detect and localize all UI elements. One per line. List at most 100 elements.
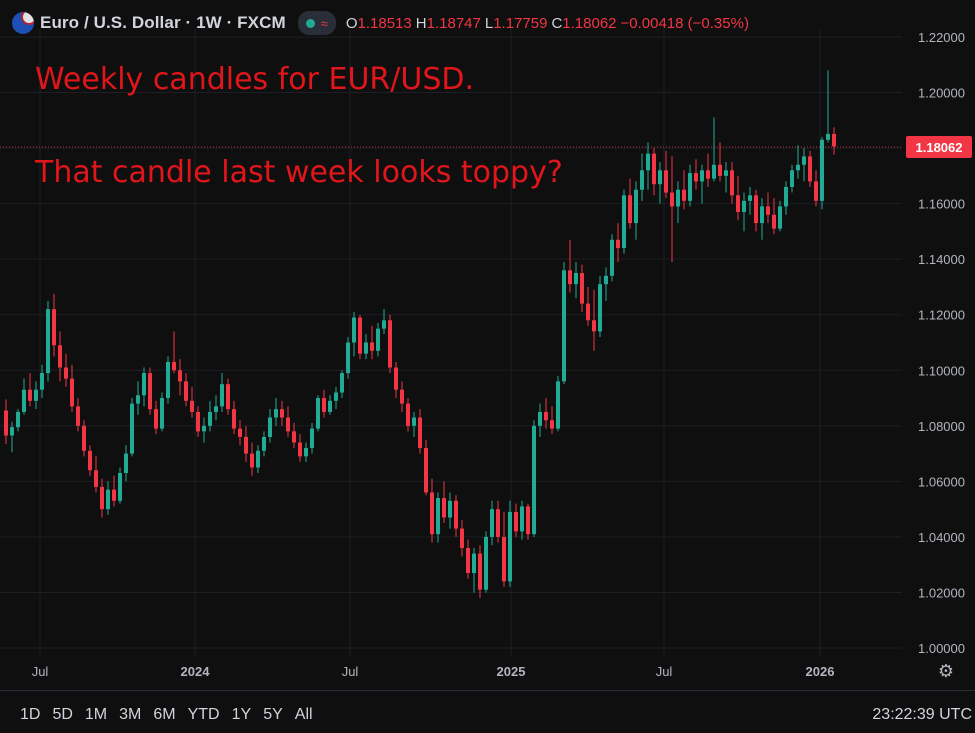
- candle[interactable]: [802, 148, 806, 182]
- candle[interactable]: [820, 136, 824, 210]
- candle[interactable]: [778, 200, 782, 232]
- candle[interactable]: [124, 445, 128, 482]
- candle[interactable]: [700, 164, 704, 204]
- range-1y[interactable]: 1Y: [231, 706, 252, 723]
- candle[interactable]: [28, 373, 32, 407]
- candle[interactable]: [376, 323, 380, 357]
- utc-clock[interactable]: 23:22:39 UTC: [872, 706, 972, 723]
- candle[interactable]: [298, 434, 302, 462]
- candle[interactable]: [352, 311, 356, 357]
- candle[interactable]: [160, 392, 164, 432]
- candle[interactable]: [316, 395, 320, 432]
- candle[interactable]: [508, 500, 512, 587]
- candle[interactable]: [256, 445, 260, 474]
- candle[interactable]: [730, 161, 734, 204]
- candle[interactable]: [310, 423, 314, 454]
- candle[interactable]: [238, 420, 242, 446]
- candle[interactable]: [394, 361, 398, 399]
- market-status-pill[interactable]: ≈: [297, 11, 336, 35]
- candle[interactable]: [382, 309, 386, 335]
- candle[interactable]: [82, 420, 86, 457]
- candle[interactable]: [556, 375, 560, 432]
- range-6m[interactable]: 6M: [153, 706, 176, 723]
- candle[interactable]: [826, 70, 830, 143]
- candle[interactable]: [622, 189, 626, 254]
- candle[interactable]: [724, 161, 728, 193]
- candle[interactable]: [52, 293, 56, 357]
- candle[interactable]: [58, 331, 62, 382]
- candle[interactable]: [388, 314, 392, 374]
- candle[interactable]: [244, 425, 248, 462]
- candle[interactable]: [4, 399, 8, 444]
- candle[interactable]: [322, 389, 326, 418]
- candle[interactable]: [646, 142, 650, 190]
- candle[interactable]: [712, 117, 716, 182]
- candle[interactable]: [184, 373, 188, 407]
- candle[interactable]: [454, 495, 458, 537]
- candle[interactable]: [808, 150, 812, 187]
- candle[interactable]: [64, 353, 68, 387]
- candle[interactable]: [766, 192, 770, 224]
- candle[interactable]: [502, 511, 506, 587]
- candle[interactable]: [424, 439, 428, 496]
- gear-icon[interactable]: ⚙: [937, 660, 955, 681]
- range-1d[interactable]: 1D: [20, 706, 41, 723]
- candle[interactable]: [514, 503, 518, 537]
- candle[interactable]: [562, 261, 566, 385]
- candle[interactable]: [706, 153, 710, 187]
- candle[interactable]: [94, 456, 98, 493]
- candle[interactable]: [538, 403, 542, 437]
- candle[interactable]: [760, 198, 764, 240]
- candle[interactable]: [232, 400, 236, 435]
- candle[interactable]: [340, 370, 344, 399]
- candle[interactable]: [436, 492, 440, 543]
- candle[interactable]: [202, 417, 206, 443]
- candle[interactable]: [598, 275, 602, 337]
- candle[interactable]: [136, 381, 140, 415]
- candle[interactable]: [718, 142, 722, 182]
- candle[interactable]: [580, 264, 584, 312]
- candle[interactable]: [682, 170, 686, 210]
- candle[interactable]: [148, 367, 152, 415]
- candle[interactable]: [616, 223, 620, 262]
- candle[interactable]: [112, 475, 116, 507]
- candle[interactable]: [142, 367, 146, 407]
- candle[interactable]: [268, 409, 272, 443]
- candle[interactable]: [172, 331, 176, 374]
- candle[interactable]: [274, 398, 278, 426]
- candle[interactable]: [676, 181, 680, 224]
- candle[interactable]: [220, 373, 224, 412]
- candle[interactable]: [154, 400, 158, 435]
- candle[interactable]: [106, 481, 110, 515]
- candle[interactable]: [214, 395, 218, 421]
- candle[interactable]: [736, 175, 740, 221]
- candle[interactable]: [544, 398, 548, 429]
- candle[interactable]: [466, 539, 470, 579]
- candle[interactable]: [280, 400, 284, 426]
- candle[interactable]: [430, 478, 434, 543]
- range-5y[interactable]: 5Y: [263, 706, 283, 723]
- candle[interactable]: [166, 356, 170, 404]
- candle[interactable]: [292, 423, 296, 449]
- candle[interactable]: [628, 178, 632, 229]
- candle[interactable]: [610, 234, 614, 282]
- candle[interactable]: [196, 406, 200, 437]
- candle[interactable]: [304, 442, 308, 462]
- candle[interactable]: [832, 127, 836, 155]
- candle[interactable]: [664, 150, 668, 199]
- candle[interactable]: [472, 548, 476, 593]
- candle[interactable]: [346, 336, 350, 379]
- candle[interactable]: [328, 395, 332, 415]
- candle[interactable]: [286, 406, 290, 437]
- candle[interactable]: [688, 164, 692, 207]
- candle[interactable]: [460, 520, 464, 557]
- candle[interactable]: [10, 421, 14, 453]
- candle[interactable]: [694, 159, 698, 190]
- candle[interactable]: [178, 359, 182, 396]
- candle[interactable]: [640, 153, 644, 201]
- candle[interactable]: [442, 481, 446, 524]
- candle[interactable]: [526, 503, 530, 540]
- candle[interactable]: [130, 398, 134, 457]
- candle[interactable]: [370, 325, 374, 360]
- candle[interactable]: [100, 478, 104, 518]
